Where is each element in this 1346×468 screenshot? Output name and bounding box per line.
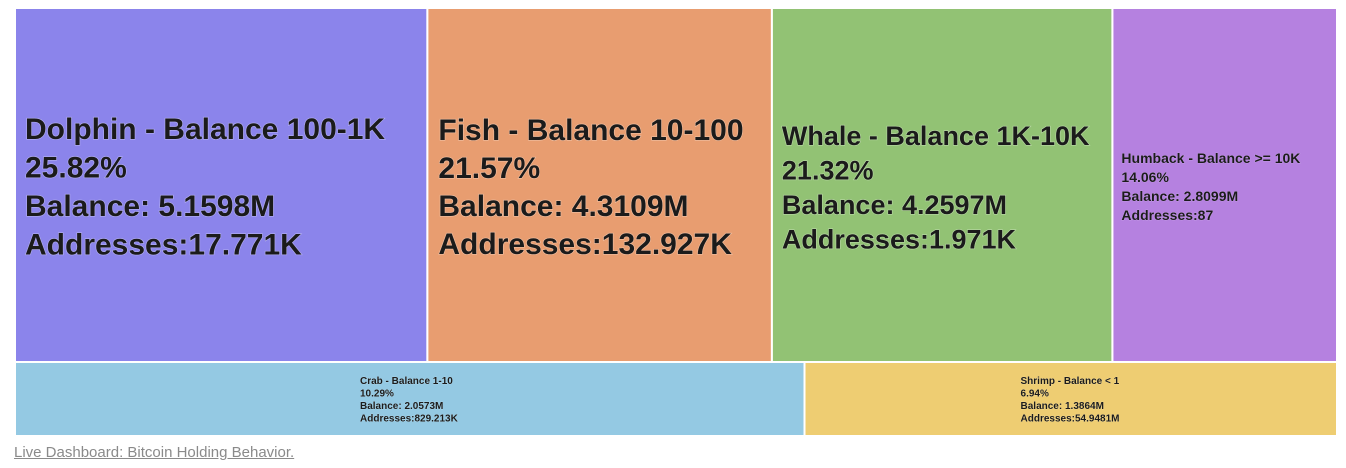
tile-balance-crab: Balance: 2.0573M [360, 401, 443, 412]
tile-percent-whale: 21.32% [782, 156, 874, 186]
tile-whale[interactable]: Whale - Balance 1K-10K 21.32% Balance: 4.2… [770, 7, 1114, 363]
tile-label-dolphin: Dolphin - Balance 100-1K [25, 113, 385, 146]
tile-humback[interactable]: Humback - Balance >= 10K 14.06% Balance: 2… [1111, 7, 1338, 363]
tile-fish[interactable]: Fish - Balance 10-100 21.57% Balance: 4.31… [426, 7, 773, 363]
tile-addresses-humback: Addresses:87 [1121, 207, 1213, 223]
tile-rect-fish[interactable] [426, 7, 773, 363]
live-dashboard-link[interactable]: Live Dashboard: Bitcoin Holding Behavior… [14, 444, 295, 461]
tile-balance-fish: Balance: 4.3109M [438, 190, 688, 223]
tile-balance-dolphin: Balance: 5.1598M [25, 190, 275, 223]
tile-label-whale: Whale - Balance 1K-10K [782, 121, 1090, 151]
treemap-chart: Dolphin - Balance 100-1K 25.82% Balance: 5… [14, 7, 1338, 437]
tile-addresses-shrimp: Addresses:54.9481M [1021, 414, 1120, 425]
tile-rect-dolphin[interactable] [14, 7, 429, 363]
tile-rect-humback[interactable] [1111, 7, 1338, 363]
tile-percent-fish: 21.57% [438, 152, 540, 185]
tile-label-shrimp: Shrimp - Balance < 1 [1021, 376, 1120, 387]
tile-percent-shrimp: 6.94% [1021, 389, 1049, 400]
tile-balance-whale: Balance: 4.2597M [782, 190, 1007, 220]
tile-addresses-crab: Addresses:829.213K [360, 414, 459, 425]
tile-label-crab: Crab - Balance 1-10 [360, 376, 453, 387]
tile-crab[interactable]: Crab - Balance 1-10 10.29%Balance: 2.0573… [14, 361, 806, 437]
tile-dolphin[interactable]: Dolphin - Balance 100-1K 25.82% Balance: 5… [14, 7, 429, 363]
tile-shrimp[interactable]: Shrimp - Balance < 1 6.94%Balance: 1.3864… [803, 361, 1338, 437]
tile-rect-crab[interactable] [14, 361, 806, 437]
tile-label-humback: Humback - Balance >= 10K [1121, 150, 1300, 166]
tile-balance-humback: Balance: 2.8099M [1121, 188, 1238, 204]
tile-addresses-whale: Addresses:1.971K [782, 225, 1017, 255]
tile-percent-humback: 14.06% [1121, 169, 1169, 185]
tile-rect-whale[interactable] [770, 7, 1114, 363]
tile-addresses-dolphin: Addresses:17.771K [25, 229, 302, 262]
tile-balance-shrimp: Balance: 1.3864M [1021, 401, 1104, 412]
tile-rect-shrimp[interactable] [803, 361, 1338, 437]
tile-percent-dolphin: 25.82% [25, 152, 127, 185]
tile-addresses-fish: Addresses:132.927K [438, 228, 732, 261]
tile-label-fish: Fish - Balance 10-100 [438, 114, 743, 147]
tile-percent-crab: 10.29% [360, 389, 394, 400]
